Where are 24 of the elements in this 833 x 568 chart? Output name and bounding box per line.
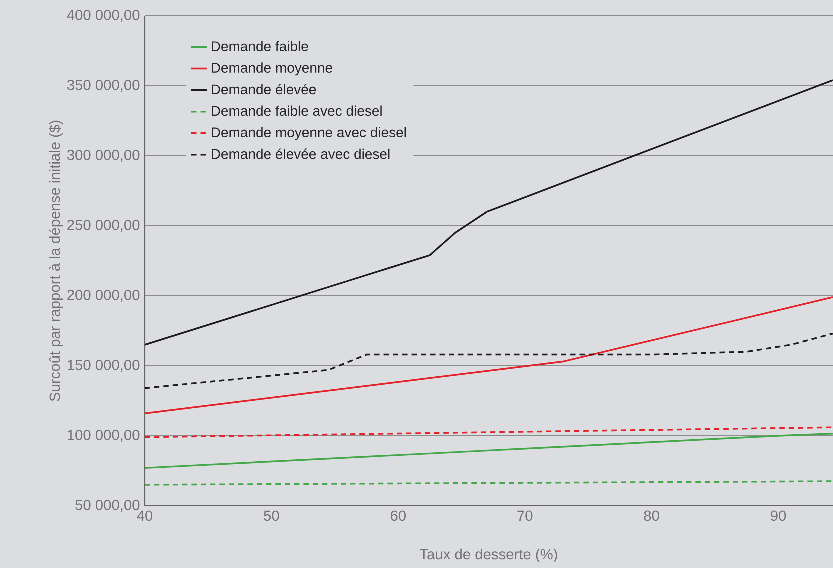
y-tick-label: 200 000,00 [68, 290, 140, 302]
y-tick-label: 350 000,00 [67, 80, 140, 92]
y-tick-label: 300 000,00 [67, 150, 140, 162]
x-axis-title: Taux de desserte (%) [420, 548, 558, 563]
x-tick-label: 70 [518, 510, 533, 522]
legend-label: Demande faible avec diesel [212, 106, 382, 116]
legend-label: Demande moyenne [212, 62, 332, 76]
y-tick-label: 100 000,00 [68, 430, 140, 442]
x-tick-label: 80 [644, 510, 660, 522]
y-axis-title: Surcoût par rapport à la dépense initiale ($) [49, 120, 64, 402]
x-tick-label: 50 [264, 510, 280, 522]
line-series [144, 332, 833, 390]
y-tick-label: 50 000,00 [76, 500, 140, 512]
legend-label: Demande élevée avec diesel [212, 148, 390, 160]
legend-label: Demande élevée [212, 84, 316, 95]
y-tick-label: 250 000,00 [68, 220, 140, 232]
legend-label: Demande faible [212, 41, 308, 52]
y-tick-label: 400 000,00 [67, 10, 140, 22]
legend-label: Demande moyenne avec diesel [212, 127, 406, 140]
x-tick-label: 40 [137, 510, 153, 522]
x-tick-label: 90 [771, 510, 786, 522]
y-tick-label: 150 000,00 [68, 360, 140, 372]
x-tick-label: 60 [391, 510, 406, 522]
line-series [144, 80, 833, 346]
